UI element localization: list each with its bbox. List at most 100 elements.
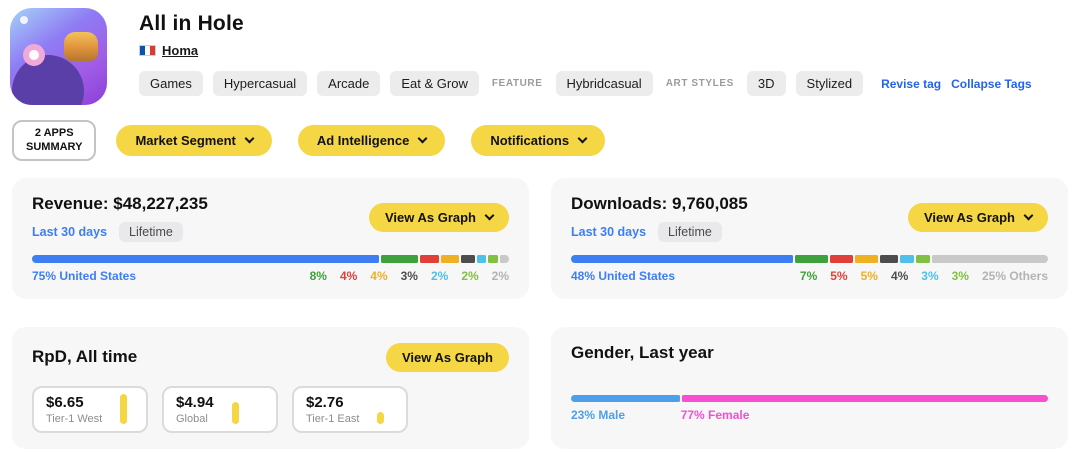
tab-lifetime[interactable]: Lifetime xyxy=(119,221,183,242)
tile-value: $6.65 xyxy=(46,393,84,411)
segment-percent-label: 2% xyxy=(461,268,479,283)
bar-segment xyxy=(477,254,487,263)
dropdown-label: Market Segment xyxy=(135,132,236,148)
downloads-tabs: Last 30 days Lifetime xyxy=(571,221,748,242)
downloads-title: Downloads: 9,760,085 xyxy=(571,193,748,213)
tile-label: Tier-1 East xyxy=(306,412,360,425)
burger-illustration xyxy=(64,32,98,61)
gender-labels: 23% Male 77% Female xyxy=(571,408,1048,422)
feature-label: FEATURE xyxy=(491,78,543,89)
tile-value: $4.94 xyxy=(176,393,214,411)
downloads-card-top: Downloads: 9,760,085 Last 30 days Lifeti… xyxy=(571,194,1048,242)
rpd-card-top: RpD, All time View As Graph xyxy=(32,342,509,372)
bar-segment xyxy=(879,254,899,263)
tab-last-30-days[interactable]: Last 30 days xyxy=(571,224,647,239)
segment-percent-label: 7% xyxy=(799,268,818,283)
bar-segment xyxy=(440,254,460,263)
revenue-view-as-graph-button[interactable]: View As Graph xyxy=(368,203,509,233)
feature-tags: Hybridcasual xyxy=(555,71,653,96)
revenue-tabs: Last 30 days Lifetime xyxy=(32,221,208,242)
tile-bar xyxy=(377,394,385,425)
tile-bar xyxy=(231,394,239,425)
tag-pill: Hybridcasual xyxy=(555,71,653,96)
toolbar-dropdowns: Market Segment Ad Intelligence Notificatio… xyxy=(116,124,606,156)
dropdown-notifications[interactable]: Notifications xyxy=(471,124,606,156)
rpd-tile: $2.76 Tier-1 East xyxy=(292,385,408,433)
tag-pill: Arcade xyxy=(317,71,381,96)
publisher-link[interactable]: Homa xyxy=(162,43,199,58)
view-as-graph-label: View As Graph xyxy=(401,349,493,365)
header-info: All in Hole Homa Games Hypercasual Arcade E… xyxy=(139,8,1032,105)
segment-percent-label: 3% xyxy=(400,268,418,283)
bar-segment xyxy=(900,254,915,263)
bar-segment xyxy=(795,254,828,263)
revenue-card-left: Revenue: $48,227,235 Last 30 days Lifeti… xyxy=(32,194,208,242)
rpd-tile: $6.65 Tier-1 West xyxy=(32,385,148,433)
tab-lifetime[interactable]: Lifetime xyxy=(658,221,722,242)
france-flag-icon xyxy=(139,45,156,56)
rpd-tiles: $6.65 Tier-1 West $4.94 Global $2.76 Tier-1 E… xyxy=(32,385,509,433)
bar-segment xyxy=(488,254,498,263)
bar-segment xyxy=(916,254,931,263)
rpd-tile: $4.94 Global xyxy=(162,385,278,433)
app-title-text: All in Hole xyxy=(139,12,244,35)
bar-segment xyxy=(499,254,509,263)
downloads-view-as-graph-button[interactable]: View As Graph xyxy=(907,203,1048,233)
revenue-title: Revenue: $48,227,235 xyxy=(32,193,208,213)
segment-percent-label: 8% xyxy=(309,268,327,283)
view-as-graph-label: View As Graph xyxy=(923,210,1015,226)
tag-pill: Stylized xyxy=(795,71,864,96)
revenue-card: Revenue: $48,227,235 Last 30 days Lifeti… xyxy=(12,177,529,299)
dropdown-label: Notifications xyxy=(490,132,570,148)
revenue-country-bar xyxy=(32,254,509,263)
segment-percent-label: 25% Others xyxy=(981,268,1048,283)
collapse-tags-link[interactable]: Collapse Tags xyxy=(951,76,1032,91)
revise-tag-link[interactable]: Revise tag xyxy=(881,76,942,91)
segment-percent-label: 3% xyxy=(921,268,939,283)
chevron-down-icon xyxy=(417,133,428,144)
segment-percent-label: 5% xyxy=(830,268,848,283)
chevron-down-icon xyxy=(1023,210,1034,221)
tags-row: Games Hypercasual Arcade Eat & Grow FEATURE… xyxy=(139,71,1032,96)
tile-bar xyxy=(120,394,128,425)
gender-title: Gender, Last year xyxy=(571,342,714,362)
downloads-bar-labels: 48% United States 7% 5% 5% 4% 3% 3% 25% Others xyxy=(571,269,1048,283)
dropdown-market-segment[interactable]: Market Segment xyxy=(116,124,272,156)
segment-percent-label: 4% xyxy=(890,268,909,283)
chevron-down-icon xyxy=(484,210,495,221)
tile-label: Global xyxy=(176,412,208,425)
segment-percent-label: 4% xyxy=(339,268,358,283)
apps-summary-line1: 2 APPS xyxy=(34,127,74,139)
tag-pill: Games xyxy=(139,71,203,96)
tag-pill: 3D xyxy=(746,71,786,96)
bar-segment xyxy=(420,254,439,263)
dropdown-ad-intelligence[interactable]: Ad Intelligence xyxy=(297,124,446,156)
segment-percent-label: 4% xyxy=(370,268,388,283)
bar-segment xyxy=(829,254,853,263)
tag-pill: Eat & Grow xyxy=(390,71,479,96)
apps-summary-button[interactable]: 2 APPS SUMMARY xyxy=(12,120,97,161)
glasses-illustration xyxy=(23,44,45,66)
revenue-card-top: Revenue: $48,227,235 Last 30 days Lifeti… xyxy=(32,194,509,242)
art-style-tags: 3D Stylized xyxy=(746,71,864,96)
bar-segment xyxy=(571,254,794,263)
app-icon xyxy=(10,8,107,105)
chevron-down-icon xyxy=(244,133,255,144)
segment-percent-label: 5% xyxy=(860,268,878,283)
tile-label: Tier-1 West xyxy=(46,412,103,425)
bar-segment xyxy=(682,394,1048,402)
revenue-percent-labels: 8% 4% 4% 3% 2% 2% 2% xyxy=(310,269,509,283)
app-header: All in Hole Homa Games Hypercasual Arcade E… xyxy=(0,0,1080,105)
art-styles-label: ART STYLES xyxy=(665,78,734,89)
downloads-card: Downloads: 9,760,085 Last 30 days Lifeti… xyxy=(551,177,1068,299)
view-as-graph-label: View As Graph xyxy=(384,210,476,226)
tab-last-30-days[interactable]: Last 30 days xyxy=(32,224,108,239)
downloads-country-bar xyxy=(571,254,1048,263)
bird-illustration xyxy=(12,55,84,105)
chevron-down-icon xyxy=(577,133,588,144)
downloads-card-left: Downloads: 9,760,085 Last 30 days Lifeti… xyxy=(571,194,748,242)
rpd-view-as-graph-button[interactable]: View As Graph xyxy=(385,342,509,372)
tag-pill: Hypercasual xyxy=(212,71,308,96)
category-tags: Games Hypercasual Arcade Eat & Grow xyxy=(139,71,479,96)
